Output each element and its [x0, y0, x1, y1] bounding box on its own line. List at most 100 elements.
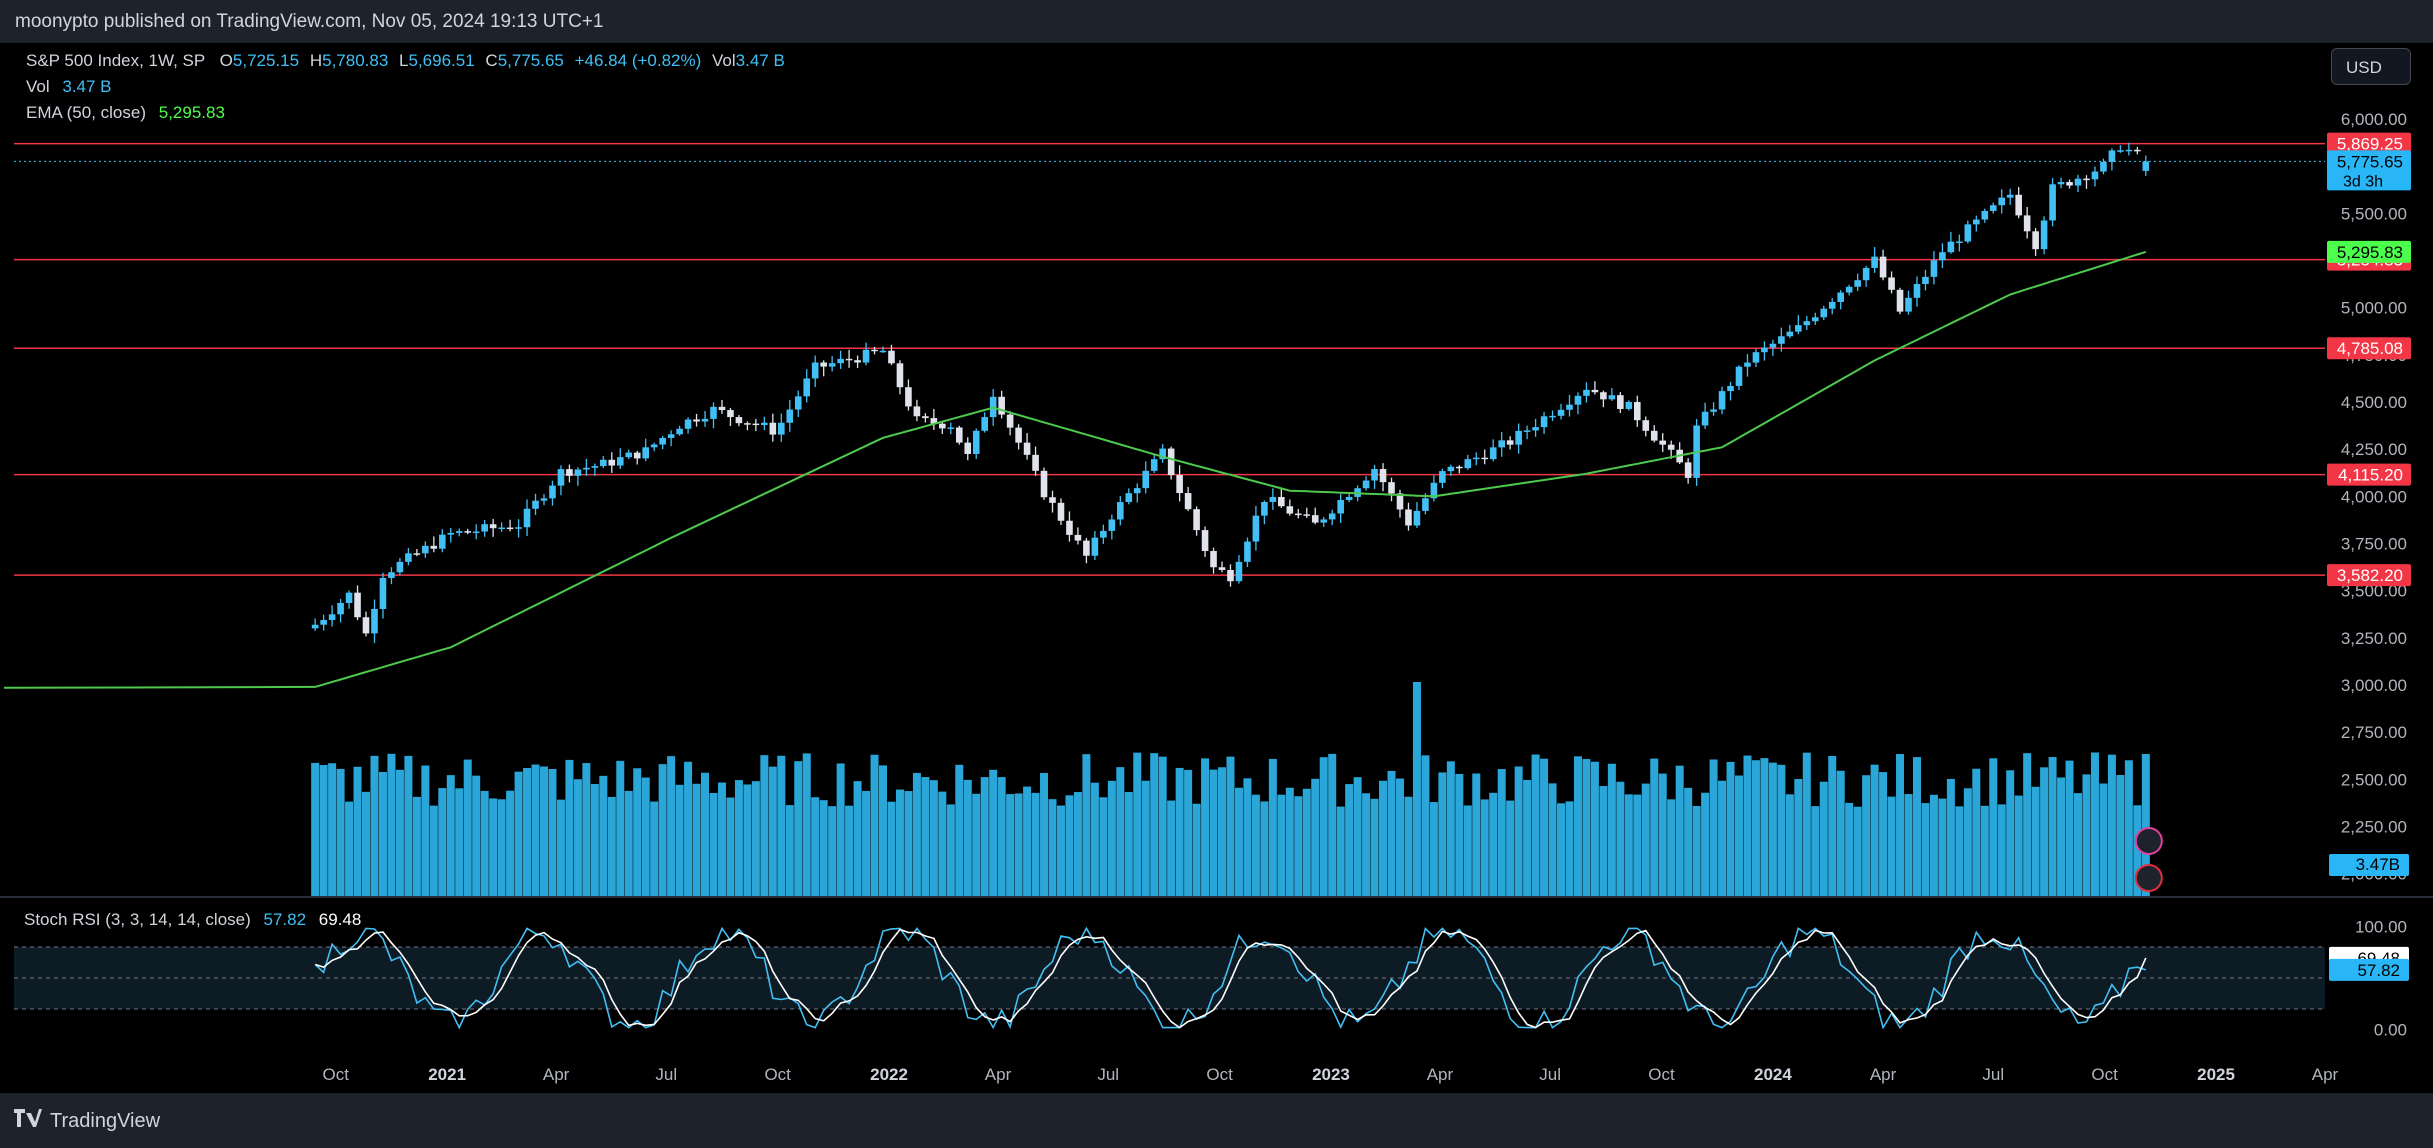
level-price-tag	[2327, 564, 2411, 587]
candle-body	[1447, 466, 1455, 472]
chart-area[interactable]: 6,000.005,750.005,500.005,250.005,000.00…	[0, 43, 2433, 1093]
volume-bar	[811, 797, 820, 897]
volume-bar	[395, 769, 404, 897]
candle-body	[2015, 194, 2022, 216]
volume-bar	[1277, 794, 1286, 897]
volume-bar	[1006, 794, 1015, 897]
candle-body	[489, 524, 497, 529]
candle-body	[1633, 402, 1641, 421]
candle-body	[1040, 470, 1048, 498]
candle-body	[1261, 501, 1268, 516]
volume-bar	[887, 801, 896, 897]
candle-body	[1947, 241, 1955, 253]
volume-bar	[929, 780, 938, 897]
volume-bar	[362, 791, 371, 897]
volume-bar	[1328, 753, 1337, 897]
candle-body	[1922, 276, 1929, 285]
volume-bar	[2082, 774, 2091, 897]
candle-body	[854, 360, 861, 363]
candle-body	[676, 428, 683, 435]
candle-body	[1227, 569, 1234, 582]
stoch-axis-tick: 100.00	[2355, 917, 2407, 936]
volume-bar	[1395, 778, 1404, 897]
candle-body	[1362, 480, 1370, 489]
volume-bar	[641, 777, 650, 897]
candle-body	[1244, 541, 1251, 562]
volume-bar	[1599, 785, 1608, 897]
candle-body	[1786, 331, 1794, 337]
candle-body	[972, 430, 980, 454]
symbol-title[interactable]: S&P 500 Index, 1W, SP	[26, 51, 205, 70]
volume-bar	[1650, 758, 1659, 897]
volume-bar	[1506, 800, 1515, 897]
volume-bar	[1633, 794, 1642, 897]
candle-body	[464, 531, 472, 533]
volume-bar	[1751, 760, 1760, 897]
candle-body	[1472, 457, 1480, 460]
volume-bar	[1743, 755, 1752, 897]
volume-bar	[1540, 758, 1549, 897]
level-price-label: 5,869.25	[2337, 135, 2403, 154]
volume-bar	[1862, 775, 1871, 897]
candle-body	[1023, 442, 1031, 455]
volume-bar	[650, 801, 659, 897]
candle-body	[2032, 231, 2039, 250]
time-axis-tick: Oct	[2091, 1065, 2118, 1084]
vol-inline-label: Vol	[712, 51, 736, 70]
stoch-d-value: 69.48	[318, 910, 362, 929]
candle-body	[922, 416, 929, 419]
price-legend: S&P 500 Index, 1W, SP O5,725.15 H5,780.8…	[26, 51, 785, 71]
volume-bar	[2141, 754, 2150, 897]
volume-bar	[514, 771, 523, 897]
volume-label[interactable]: Vol	[26, 77, 50, 96]
candle-body	[913, 406, 921, 417]
candle-body	[2117, 150, 2124, 152]
candle-body	[498, 527, 505, 530]
volume-value: 3.47 B	[62, 77, 112, 96]
ema-label[interactable]: EMA (50, close)	[26, 103, 146, 122]
time-axis-tick: Oct	[1206, 1065, 1233, 1084]
candle-body	[371, 608, 378, 634]
candle-body	[1303, 514, 1311, 516]
candle-body	[828, 363, 836, 367]
candle-body	[998, 396, 1005, 415]
candle-body	[761, 422, 768, 426]
volume-bar	[1667, 799, 1676, 897]
candle-body	[1430, 482, 1438, 499]
volume-bar	[1548, 783, 1557, 897]
candle-body	[939, 423, 946, 429]
candle-body	[947, 427, 955, 429]
volume-bar	[345, 801, 354, 897]
candle-body	[608, 459, 616, 466]
volume-bar	[1218, 767, 1227, 897]
candle-body	[1074, 534, 1082, 541]
candle-body	[1142, 470, 1150, 489]
price-axis-tick: 6,000.00	[2341, 110, 2407, 129]
volume-bar	[497, 799, 506, 897]
volume-bar	[582, 763, 591, 897]
volume-bar	[1955, 806, 1964, 897]
candle-body	[1083, 540, 1090, 556]
candle-body	[362, 617, 370, 634]
time-axis-tick: Apr	[2312, 1065, 2339, 1084]
volume-bar	[1065, 795, 1074, 897]
volume-bar	[1480, 799, 1489, 897]
stoch-label[interactable]: Stoch RSI (3, 3, 14, 14, close)	[24, 910, 251, 929]
candle-body	[1557, 409, 1565, 416]
tradingview-logo[interactable]: TradingView	[14, 1109, 160, 1133]
chart-canvas[interactable]: 6,000.005,750.005,500.005,250.005,000.00…	[0, 43, 2433, 1093]
high-label: H	[309, 51, 323, 70]
candle-body	[1193, 509, 1200, 531]
currency-button[interactable]: USD	[2331, 48, 2411, 85]
candle-body	[2040, 220, 2048, 250]
candle-body	[472, 531, 480, 534]
candle-body	[1489, 447, 1497, 460]
candle-body	[523, 508, 531, 528]
volume-bar	[1048, 799, 1057, 897]
volume-bar	[1141, 780, 1150, 897]
candle-body	[1413, 510, 1421, 526]
candle-body	[701, 418, 709, 422]
volume-bar	[353, 766, 362, 897]
volume-bar	[785, 805, 794, 897]
volume-bar	[972, 793, 981, 897]
